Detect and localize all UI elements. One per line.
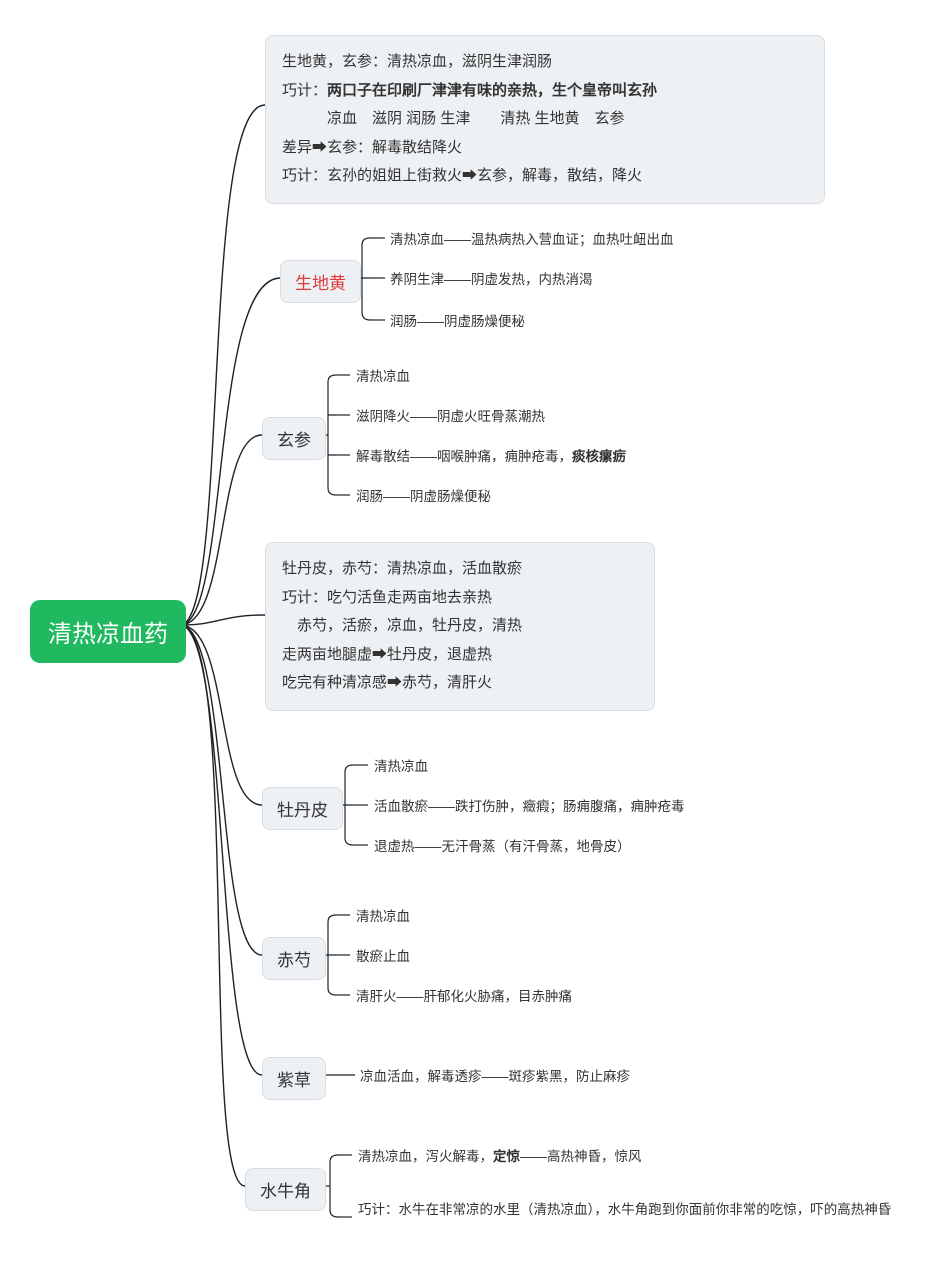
leaf-chishao-2: 清肝火——肝郁化火胁痛，目赤肿痛 xyxy=(356,987,572,1007)
note1-line5: 巧计：玄孙的姐姐上街救火➡玄参，解毒，散结，降火 xyxy=(282,162,808,191)
leaf-shengdihuang-1: 养阴生津——阴虚发热，内热消渴 xyxy=(390,270,593,290)
root-node[interactable]: 清热凉血药 xyxy=(30,600,186,663)
leaf-xuanshen-3: 润肠——阴虚肠燥便秘 xyxy=(356,487,491,507)
leaf-shengdihuang-0: 清热凉血——温热病热入营血证；血热吐衄出血 xyxy=(390,230,674,250)
leaf-xuanshen-1: 滋阴降火——阴虚火旺骨蒸潮热 xyxy=(356,407,545,427)
note1-line4: 差异➡玄参：解毒散结降火 xyxy=(282,134,808,163)
node-chishao[interactable]: 赤芍 xyxy=(262,937,326,980)
leaf-mudanpi-1: 活血散瘀——跌打伤肿，癥瘕；肠痈腹痛，痈肿疮毒 xyxy=(374,797,685,817)
leaf-mudanpi-2: 退虚热——无汗骨蒸（有汗骨蒸，地骨皮） xyxy=(374,837,631,857)
note2-line1: 牡丹皮，赤芍：清热凉血，活血散瘀 xyxy=(282,555,638,584)
node-label: 水牛角 xyxy=(260,1182,311,1201)
leaf-xuanshen-2: 解毒散结——咽喉肿痛，痈肿疮毒，痰核瘰疬 xyxy=(356,447,626,467)
leaf-xuanshen-0: 清热凉血 xyxy=(356,367,410,387)
note1-line1: 生地黄，玄参：清热凉血，滋阴生津润肠 xyxy=(282,48,808,77)
node-mudanpi[interactable]: 牡丹皮 xyxy=(262,787,343,830)
note1-line2: 巧计：两口子在印刷厂津津有味的亲热，生个皇帝叫玄孙 xyxy=(282,77,808,106)
leaf-shengdihuang-2: 润肠——阴虚肠燥便秘 xyxy=(390,312,525,332)
note2-line5: 吃完有种清凉感➡赤芍，清肝火 xyxy=(282,669,638,698)
leaf-chishao-0: 清热凉血 xyxy=(356,907,410,927)
node-label: 牡丹皮 xyxy=(277,801,328,820)
leaf-mudanpi-0: 清热凉血 xyxy=(374,757,428,777)
node-shengdihuang[interactable]: 生地黄 xyxy=(280,260,361,303)
node-label: 玄参 xyxy=(277,431,311,450)
node-label: 生地黄 xyxy=(295,274,346,293)
note2-line4: 走两亩地腿虚➡牡丹皮，退虚热 xyxy=(282,641,638,670)
note2-line3: 赤芍，活瘀，凉血，牡丹皮，清热 xyxy=(282,612,638,641)
note-box-2[interactable]: 牡丹皮，赤芍：清热凉血，活血散瘀 巧计：吃勺活鱼走两亩地去亲热 赤芍，活瘀，凉血… xyxy=(265,542,655,711)
node-xuanshen[interactable]: 玄参 xyxy=(262,417,326,460)
leaf-shuiniujiao-0: 清热凉血，泻火解毒，定惊——高热神昏，惊风 xyxy=(358,1147,642,1167)
root-label: 清热凉血药 xyxy=(48,621,168,648)
leaf-chishao-1: 散瘀止血 xyxy=(356,947,410,967)
note2-line2: 巧计：吃勺活鱼走两亩地去亲热 xyxy=(282,584,638,613)
leaf-zicao-0: 凉血活血，解毒透疹——斑疹紫黑，防止麻疹 xyxy=(360,1067,630,1087)
node-label: 紫草 xyxy=(277,1071,311,1090)
leaf-shuiniujiao-1: 巧计：水牛在非常凉的水里（清热凉血），水牛角跑到你面前你非常的吃惊，吓的高热神昏 xyxy=(358,1200,898,1220)
node-label: 赤芍 xyxy=(277,951,311,970)
note1-line3: 凉血 滋阴 润肠 生津 清热 生地黄 玄参 xyxy=(282,105,808,134)
node-shuiniujiao[interactable]: 水牛角 xyxy=(245,1168,326,1211)
note-box-1[interactable]: 生地黄，玄参：清热凉血，滋阴生津润肠 巧计：两口子在印刷厂津津有味的亲热，生个皇… xyxy=(265,35,825,204)
node-zicao[interactable]: 紫草 xyxy=(262,1057,326,1100)
